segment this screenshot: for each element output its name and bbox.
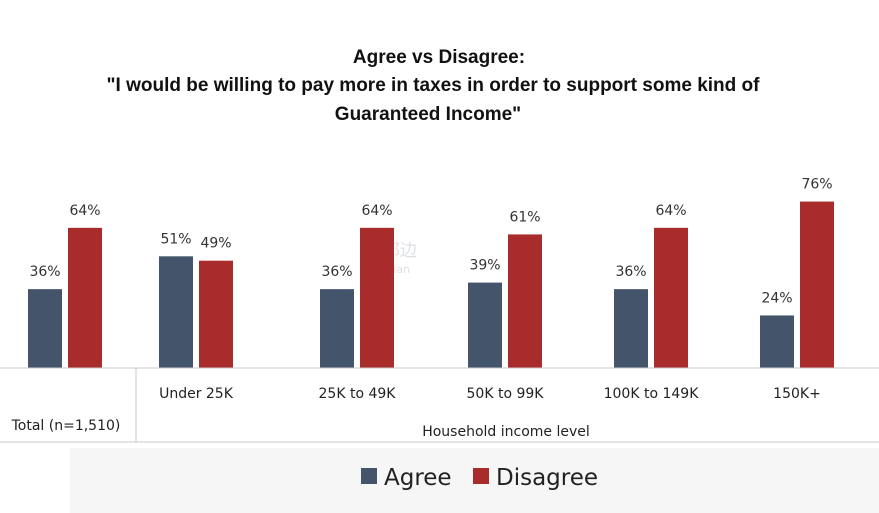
chart-title-line-2: "I would be willing to pay more in taxes… [107, 75, 761, 96]
category-label-25k-to-49k: 25K to 49K [319, 386, 397, 402]
bar-disagree-150k [800, 201, 834, 368]
legend-label-disagree: Disagree [496, 465, 598, 491]
bar-disagree-under-25k [199, 260, 233, 368]
bar-agree-50k-to-99k [468, 282, 502, 368]
data-label-agree-50k-to-99k: 39% [469, 258, 500, 274]
category-label-50k-to-99k: 50K to 99K [467, 386, 545, 402]
bar-agree-total-n-1-510 [28, 289, 62, 368]
category-label-100k-to-149k: 100K to 149K [604, 386, 700, 402]
data-label-disagree-under-25k: 49% [200, 236, 231, 252]
category-label-total-n-1-510: Total (n=1,510) [11, 418, 121, 434]
legend-swatch-disagree [473, 468, 489, 484]
bar-agree-100k-to-149k [614, 289, 648, 368]
bar-disagree-100k-to-149k [654, 227, 688, 368]
data-label-agree-total-n-1-510: 36% [29, 264, 60, 280]
data-label-agree-150k: 24% [761, 290, 792, 306]
bar-agree-150k [760, 315, 794, 368]
legend-swatch-agree [361, 468, 377, 484]
data-label-agree-100k-to-149k: 36% [615, 264, 646, 280]
axis-layer: Total (n=1,510) Under 25K 25K to 49K 50K to… [0, 367, 879, 443]
group-axis-label: Household income level [422, 424, 590, 440]
data-label-disagree-50k-to-99k: 61% [509, 209, 540, 225]
data-label-disagree-150k: 76% [801, 177, 832, 193]
bar-disagree-25k-to-49k [360, 227, 394, 368]
data-label-agree-under-25k: 51% [160, 231, 191, 247]
data-label-disagree-total-n-1-510: 64% [69, 203, 100, 219]
labels-layer: 36% 64% 51% 49% 36% 64% 39% 61% 36% 64% 24% 76% [29, 177, 832, 307]
chart-title-line-1: Agree vs Disagree: [353, 47, 525, 68]
chart-title-line-3: Guaranteed Income" [335, 104, 521, 125]
bar-disagree-total-n-1-510 [68, 227, 102, 368]
category-label-150k: 150K+ [773, 386, 821, 402]
legend: Agree Disagree [361, 465, 598, 491]
bar-disagree-50k-to-99k [508, 234, 542, 368]
bar-agree-25k-to-49k [320, 289, 354, 368]
bars-layer [28, 201, 834, 368]
category-label-under-25k: Under 25K [159, 386, 234, 402]
legend-label-agree: Agree [384, 465, 452, 491]
data-label-agree-25k-to-49k: 36% [321, 264, 352, 280]
data-label-disagree-25k-to-49k: 64% [361, 203, 392, 219]
bar-agree-under-25k [159, 256, 193, 368]
data-label-disagree-100k-to-149k: 64% [655, 203, 686, 219]
